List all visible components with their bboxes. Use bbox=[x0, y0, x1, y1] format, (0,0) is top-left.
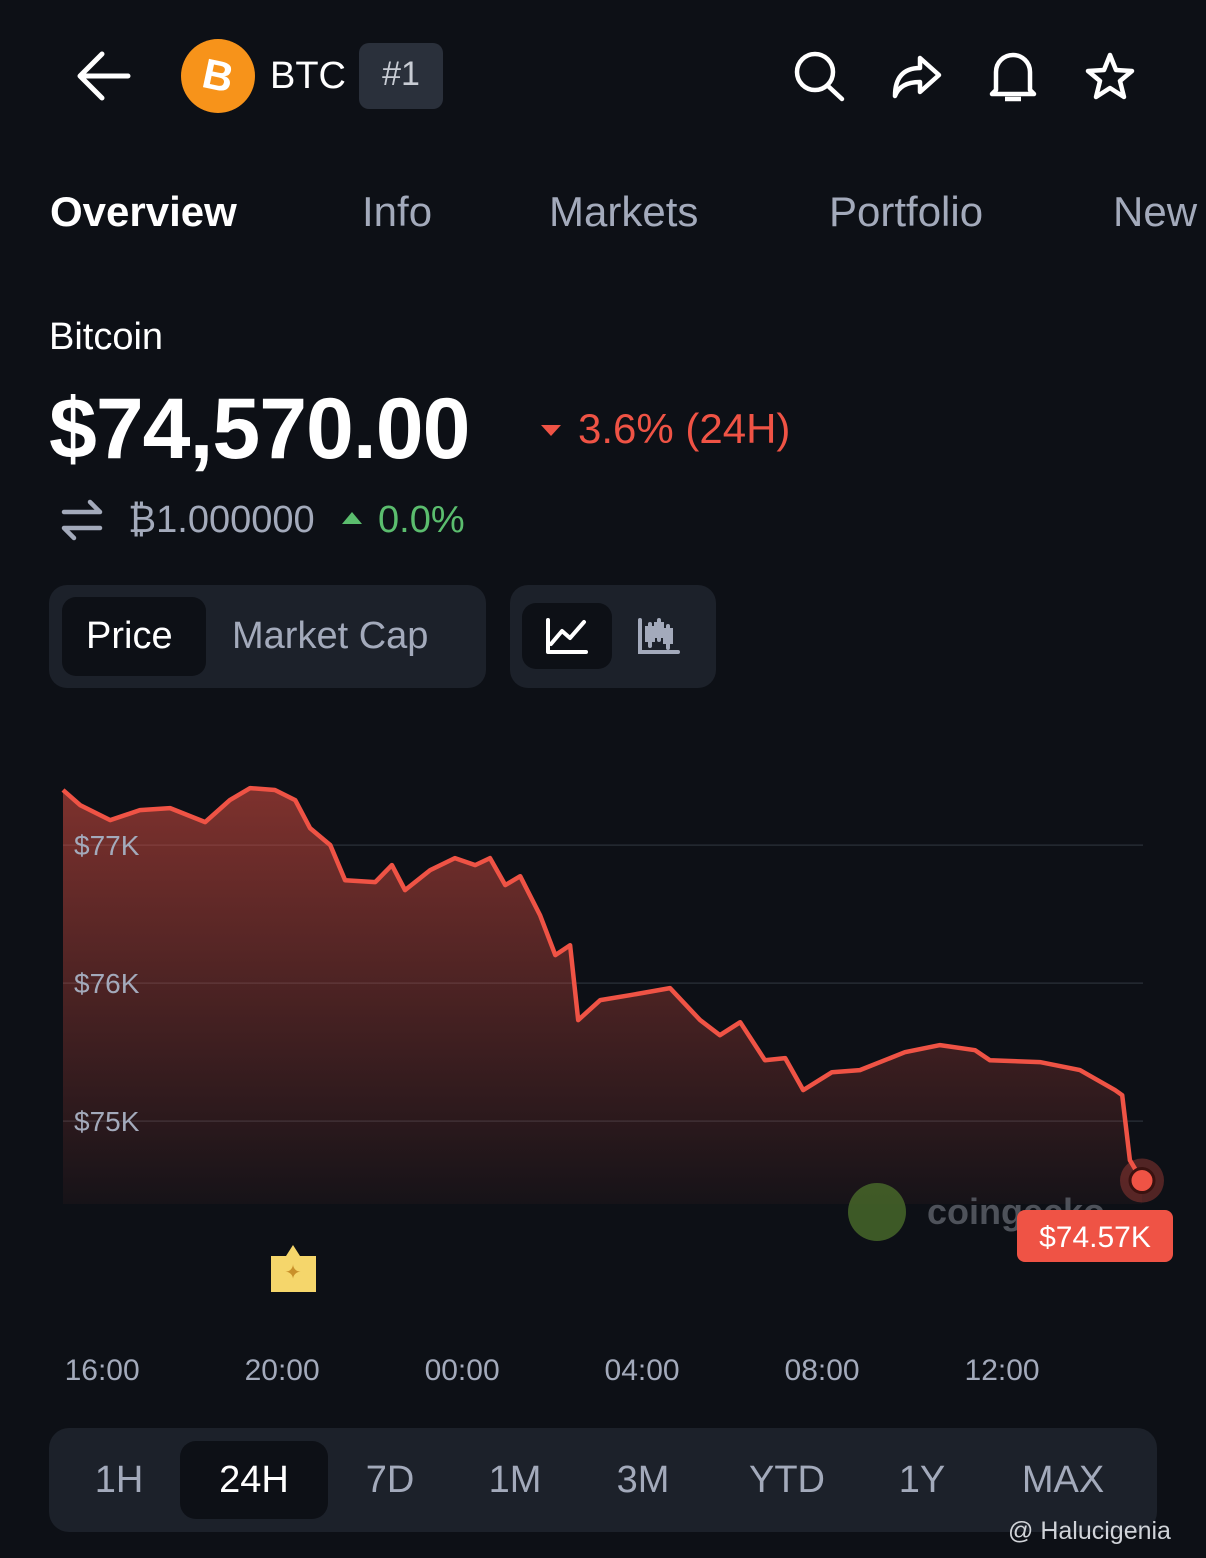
coin-name: Bitcoin bbox=[49, 316, 164, 358]
line-chart-button[interactable] bbox=[546, 618, 588, 654]
price-tag-label: $74.57K bbox=[1039, 1221, 1151, 1254]
alert-button[interactable] bbox=[989, 52, 1037, 102]
rank: #1 bbox=[382, 55, 420, 93]
toggle-selected bbox=[62, 597, 206, 676]
watermark: @ Halucigenia bbox=[1008, 1517, 1171, 1545]
range-button[interactable]: 7D bbox=[365, 1459, 415, 1501]
y-tick-label: $76K bbox=[74, 968, 140, 999]
price-line bbox=[61, 785, 1144, 1182]
tab[interactable]: Portfolio bbox=[829, 188, 984, 235]
btc-change: 0.0% bbox=[378, 499, 465, 541]
toggle-price[interactable]: Price bbox=[86, 615, 173, 657]
x-tick-label: 20:00 bbox=[245, 1354, 320, 1387]
svg-text:✦: ✦ bbox=[285, 1262, 302, 1284]
x-tick-label: 00:00 bbox=[425, 1354, 500, 1387]
x-tick-label: 04:00 bbox=[605, 1354, 680, 1387]
x-tick-label: 08:00 bbox=[785, 1354, 860, 1387]
tab[interactable]: Markets bbox=[549, 188, 699, 235]
area bbox=[63, 788, 1142, 1204]
toggle-market-cap[interactable]: Market Cap bbox=[232, 615, 429, 657]
price-change: 3.6% (24H) bbox=[578, 405, 791, 452]
favorite-button[interactable] bbox=[1085, 52, 1135, 100]
y-tick-label: $77K bbox=[74, 830, 140, 861]
range-button[interactable]: MAX bbox=[1021, 1459, 1105, 1501]
range-button[interactable]: 1Y bbox=[898, 1459, 946, 1501]
x-tick-label: 16:00 bbox=[65, 1354, 140, 1387]
event-marker[interactable]: ✦ bbox=[271, 1245, 316, 1292]
price: $74,570.00 bbox=[49, 381, 470, 477]
symbol: BTC bbox=[270, 55, 346, 97]
range-selected bbox=[180, 1441, 328, 1519]
candle-chart-button[interactable] bbox=[638, 618, 680, 654]
tab[interactable]: Info bbox=[362, 188, 433, 235]
back-button[interactable] bbox=[77, 51, 131, 101]
tab[interactable]: New bbox=[1113, 188, 1198, 235]
range-button[interactable]: 24H bbox=[219, 1459, 289, 1501]
btc-logo: B bbox=[181, 39, 255, 113]
x-tick-label: 12:00 bbox=[965, 1354, 1040, 1387]
down-arrow bbox=[541, 425, 561, 436]
end-point bbox=[1128, 1167, 1156, 1195]
range-button[interactable]: 3M bbox=[616, 1459, 670, 1501]
tab[interactable]: Overview bbox=[50, 188, 237, 235]
chart: 16:00 20:00 00:00 04:00 08:00 12:00 $75K $76K $7… bbox=[61, 785, 1173, 1387]
y-tick-label: $75K bbox=[74, 1106, 140, 1137]
range-button[interactable]: YTD bbox=[749, 1459, 825, 1501]
price-tag bbox=[1017, 1210, 1173, 1262]
btc-price: ₿1.000000 bbox=[128, 499, 315, 541]
up-arrow bbox=[342, 512, 362, 524]
rank-badge bbox=[359, 43, 443, 109]
logo-icon bbox=[848, 1183, 906, 1241]
range-button[interactable]: 1H bbox=[94, 1459, 144, 1501]
range-button[interactable]: 1M bbox=[488, 1459, 542, 1501]
share-button[interactable] bbox=[892, 55, 942, 99]
search-button[interactable] bbox=[794, 51, 845, 102]
swap-icon bbox=[61, 499, 103, 541]
